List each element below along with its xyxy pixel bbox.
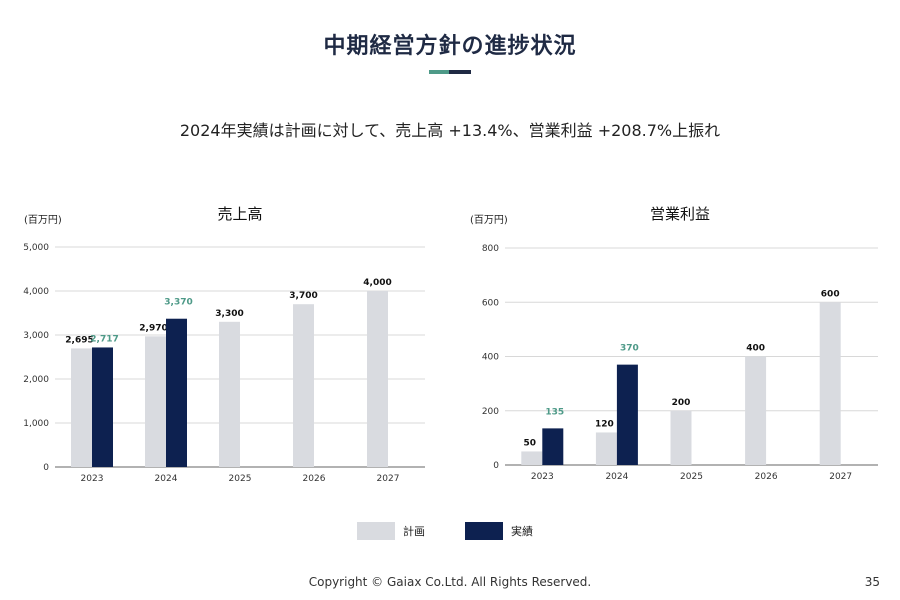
data-label-plan-2025: 200 xyxy=(672,398,691,408)
data-label-plan-2027: 600 xyxy=(821,289,840,299)
bar-plan-2026 xyxy=(745,356,767,465)
operating-profit-chart: 0 200 400 600 800 50 135 2023 120 370 2024 200 2025 4… xyxy=(482,244,878,482)
x-tick-label: 2023 xyxy=(81,474,104,484)
data-label-plan-2026: 3,700 xyxy=(289,291,317,301)
bar-actual-2024 xyxy=(616,364,638,465)
x-tick-label: 2025 xyxy=(229,474,252,484)
bar-plan-2023 xyxy=(71,348,92,467)
y-tick-label: 5,000 xyxy=(23,243,49,253)
legend-item-plan: 計画 xyxy=(357,522,425,540)
page-subtitle: 2024年実績は計画に対して、売上高 +13.4%、営業利益 +208.7%上振… xyxy=(179,121,721,140)
y-tick-label: 800 xyxy=(482,244,499,254)
bar-plan-2024 xyxy=(595,432,617,465)
unit-label-operating-profit: (百万円) xyxy=(470,215,508,226)
data-label-actual-2024: 370 xyxy=(620,344,639,354)
legend-swatch-plan xyxy=(357,522,395,540)
x-tick-label: 2024 xyxy=(605,472,628,482)
legend-item-actual: 実績 xyxy=(465,522,533,540)
x-tick-label: 2026 xyxy=(303,474,326,484)
y-tick-label: 1,000 xyxy=(23,419,49,429)
y-tick-label: 3,000 xyxy=(23,331,49,341)
bar-plan-2025 xyxy=(219,321,240,467)
page-number: 35 xyxy=(864,575,880,589)
x-tick-label: 2023 xyxy=(531,472,554,482)
x-tick-label: 2025 xyxy=(680,472,703,482)
data-label-plan-2026: 400 xyxy=(746,344,765,354)
data-label-plan-2024: 2,970 xyxy=(139,323,167,333)
bar-plan-2024 xyxy=(145,336,166,467)
bar-plan-2026 xyxy=(293,304,314,467)
page-title: 中期経営方針の進捗状況 xyxy=(323,34,577,59)
x-tick-label: 2026 xyxy=(755,472,778,482)
chart-title-sales: 売上高 xyxy=(217,205,263,223)
bar-actual-2023 xyxy=(92,347,113,467)
bar-plan-2025 xyxy=(670,410,692,465)
legend-swatch-actual xyxy=(465,522,503,540)
legend-label-plan: 計画 xyxy=(403,525,425,538)
y-tick-label: 0 xyxy=(493,461,499,471)
y-tick-label: 0 xyxy=(43,463,49,473)
data-label-plan-2023: 50 xyxy=(524,438,537,448)
chart-title-operating-profit: 営業利益 xyxy=(649,205,710,223)
x-tick-label: 2027 xyxy=(377,474,400,484)
bar-actual-2023 xyxy=(542,428,564,465)
y-tick-label: 4,000 xyxy=(23,287,49,297)
data-label-actual-2023: 2,717 xyxy=(90,334,118,344)
bar-actual-2024 xyxy=(166,318,187,467)
y-tick-label: 600 xyxy=(482,298,499,308)
x-tick-label: 2024 xyxy=(155,474,178,484)
data-label-actual-2024: 3,370 xyxy=(164,298,192,308)
data-label-plan-2023: 2,695 xyxy=(65,335,93,345)
data-label-plan-2025: 3,300 xyxy=(215,309,243,319)
copyright-footer: Copyright © Gaiax Co.Ltd. All Rights Res… xyxy=(308,575,592,589)
bar-plan-2027 xyxy=(367,291,388,467)
data-label-plan-2027: 4,000 xyxy=(363,278,391,288)
data-label-actual-2023: 135 xyxy=(545,407,564,417)
bar-plan-2027 xyxy=(819,302,841,465)
x-tick-label: 2027 xyxy=(829,472,852,482)
title-accent-bar xyxy=(429,70,471,74)
bar-plan-2023 xyxy=(521,451,543,465)
y-tick-label: 2,000 xyxy=(23,375,49,385)
y-tick-label: 200 xyxy=(482,407,499,417)
unit-label-sales: (百万円) xyxy=(24,215,62,226)
y-tick-label: 400 xyxy=(482,353,499,363)
data-label-plan-2024: 120 xyxy=(595,419,614,429)
legend-label-actual: 実績 xyxy=(511,525,533,538)
